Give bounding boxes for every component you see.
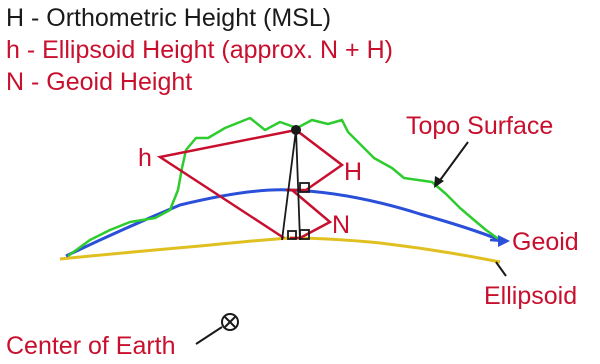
legend-line-ellipsoid: h - Ellipsoid Height (approx. N + H) — [6, 36, 393, 64]
label-ellipsoid-height-h: h — [138, 144, 152, 172]
topo-pointer-arrowhead — [434, 176, 444, 188]
legend-line-orthometric: H - Orthometric Height (MSL) — [6, 4, 331, 32]
label-orthometric-height-H: H — [344, 158, 362, 186]
label-center-of-earth: Center of Earth — [6, 332, 176, 360]
label-topo-surface: Topo Surface — [406, 112, 553, 140]
plumb-line — [281, 129, 310, 241]
surface-point — [291, 125, 301, 135]
center-of-earth-icon — [221, 313, 239, 331]
ellipsoid-pointer-line — [495, 261, 507, 277]
label-ellipsoid: Ellipsoid — [484, 282, 577, 310]
legend-line-geoid: N - Geoid Height — [6, 68, 192, 96]
label-geoid: Geoid — [512, 228, 579, 256]
height-construction-lines — [156, 128, 345, 240]
ellipsoid-curve — [59, 236, 501, 264]
topo-pointer-line — [437, 141, 469, 184]
label-geoid-height-N: N — [332, 211, 350, 239]
center-pointer-line — [195, 326, 223, 345]
geoid-arrowhead — [498, 235, 510, 247]
